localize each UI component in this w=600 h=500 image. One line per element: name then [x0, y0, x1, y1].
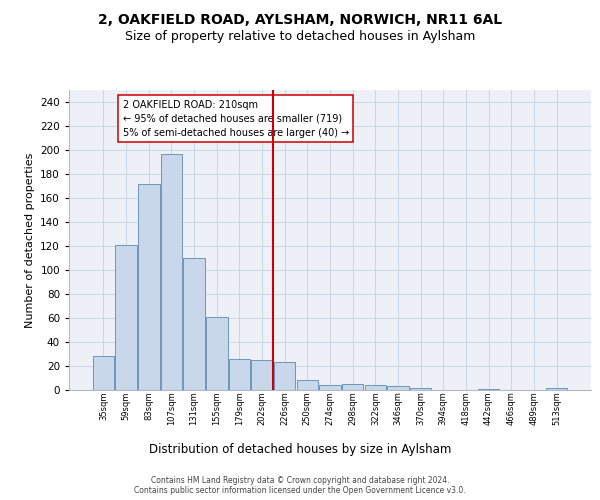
Text: 2, OAKFIELD ROAD, AYLSHAM, NORWICH, NR11 6AL: 2, OAKFIELD ROAD, AYLSHAM, NORWICH, NR11…: [98, 12, 502, 26]
Text: 2 OAKFIELD ROAD: 210sqm
← 95% of detached houses are smaller (719)
5% of semi-de: 2 OAKFIELD ROAD: 210sqm ← 95% of detache…: [123, 100, 349, 138]
Bar: [365, 385, 386, 390]
Bar: [138, 184, 160, 390]
Y-axis label: Number of detached properties: Number of detached properties: [25, 152, 35, 328]
Bar: [342, 384, 364, 390]
Text: Size of property relative to detached houses in Aylsham: Size of property relative to detached ho…: [125, 30, 475, 43]
Text: Distribution of detached houses by size in Aylsham: Distribution of detached houses by size …: [149, 442, 451, 456]
Bar: [161, 154, 182, 390]
Bar: [546, 388, 567, 390]
Bar: [410, 388, 431, 390]
Bar: [115, 245, 137, 390]
Bar: [93, 356, 114, 390]
Bar: [296, 380, 318, 390]
Bar: [478, 389, 499, 390]
Bar: [251, 360, 273, 390]
Bar: [274, 362, 295, 390]
Bar: [387, 386, 409, 390]
Bar: [319, 385, 341, 390]
Bar: [229, 359, 250, 390]
Text: Contains HM Land Registry data © Crown copyright and database right 2024.
Contai: Contains HM Land Registry data © Crown c…: [134, 476, 466, 495]
Bar: [184, 258, 205, 390]
Bar: [206, 317, 227, 390]
